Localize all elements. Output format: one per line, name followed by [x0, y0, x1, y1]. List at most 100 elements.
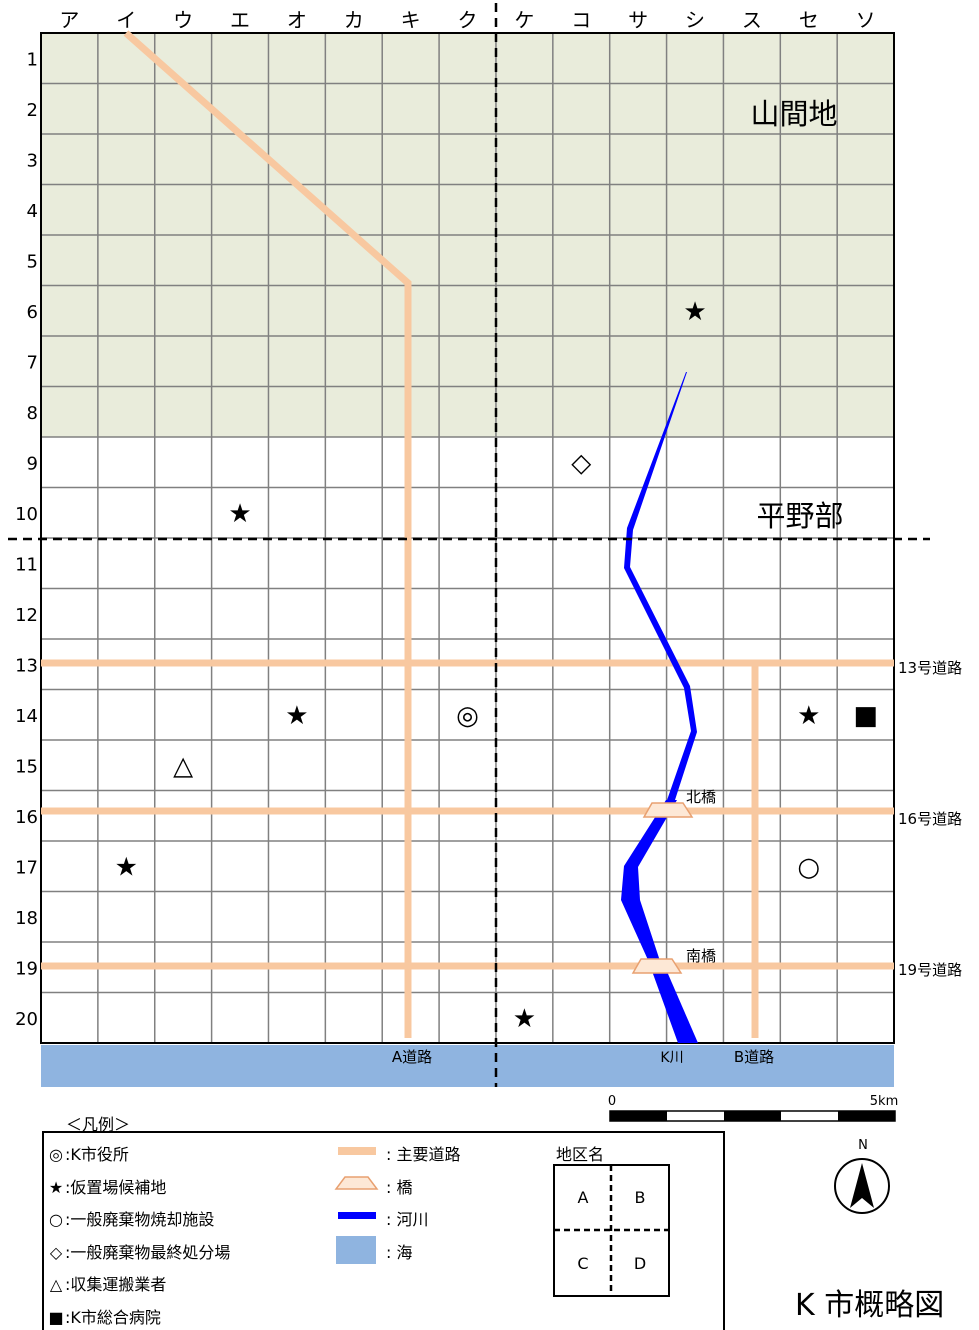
column-label: ケ	[514, 8, 534, 32]
north-bridge-label: 北橋	[686, 788, 716, 806]
legend-river-label: : 河川	[386, 1210, 429, 1229]
legend-label: 一般廃棄物焼却施設	[70, 1210, 215, 1229]
north-bridge	[642, 802, 694, 818]
b-road-label: B道路	[734, 1048, 774, 1066]
column-label: イ	[116, 8, 136, 32]
row-label: 5	[27, 251, 38, 272]
south-bridge	[631, 958, 683, 974]
column-label: ウ	[173, 8, 193, 32]
row-label: 12	[15, 605, 38, 626]
column-label: エ	[230, 8, 250, 32]
row-label: 11	[15, 554, 38, 575]
row-label: 1	[27, 49, 38, 70]
mountain-label: 山間地	[750, 97, 837, 131]
river-label: K川	[660, 1050, 683, 1066]
map-marker: ■	[853, 701, 878, 731]
legend-item: ■:K市総合病院	[48, 1308, 161, 1327]
map-marker: △	[173, 751, 193, 781]
map-marker: ◇	[571, 448, 591, 478]
district-b: B	[634, 1188, 646, 1207]
column-label: ス	[742, 8, 762, 32]
k-river	[621, 372, 698, 1043]
legend-item: ★:仮置場候補地	[48, 1178, 167, 1197]
row-label: 19	[15, 958, 38, 979]
legend-item: ◎:K市役所	[47, 1141, 129, 1165]
row-label: 13	[15, 655, 38, 676]
map-marker: ○	[797, 852, 820, 882]
road-16-label: 16号道路	[898, 810, 962, 828]
map-marker: ★	[228, 499, 251, 529]
north-label: N	[858, 1138, 868, 1153]
legend-symbol: ■	[48, 1308, 64, 1327]
column-label: コ	[571, 8, 591, 32]
sea	[41, 1045, 894, 1087]
plain-label: 平野部	[756, 499, 843, 533]
map-marker: ★	[285, 701, 308, 731]
row-label: 20	[15, 1009, 38, 1030]
north-arrow-icon: N	[834, 1138, 890, 1214]
row-label: 17	[15, 857, 38, 878]
road-19-label: 19号道路	[898, 961, 962, 979]
column-label: セ	[799, 8, 819, 32]
map-marker: ◎	[456, 701, 479, 731]
map-title: K 市概略図	[795, 1288, 945, 1323]
map-markers: ★ ◇ ★ ★ ◎ ★ ■ △ ★ ○ ★	[115, 297, 878, 1034]
legend-road-label: : 主要道路	[386, 1145, 461, 1164]
legend-sea-label: : 海	[386, 1243, 413, 1262]
legend-river-sample	[338, 1212, 376, 1219]
row-label: 15	[15, 756, 38, 777]
column-label: カ	[344, 8, 364, 32]
map-marker: ★	[683, 297, 706, 327]
row-label: 18	[15, 908, 38, 929]
district-title: 地区名	[556, 1145, 605, 1164]
legend-bridge-sample	[334, 1176, 379, 1190]
row-label: 3	[27, 150, 38, 171]
legend-symbol: ○	[49, 1210, 63, 1229]
column-label: ア	[59, 8, 79, 32]
scale-max: 5km	[870, 1094, 898, 1109]
legend-item: ◇:一般廃棄物最終処分場	[47, 1239, 231, 1263]
column-label: ク	[458, 8, 478, 32]
legend-heading: ＜凡例＞	[66, 1115, 131, 1134]
legend-label: K市総合病院	[70, 1308, 161, 1327]
row-label: 16	[15, 807, 38, 828]
row-label: 10	[15, 504, 38, 525]
legend-road-sample	[338, 1147, 376, 1155]
legend-bridge-label: : 橋	[386, 1178, 413, 1197]
legend-sea-sample	[336, 1236, 376, 1264]
row-label: 14	[15, 706, 38, 727]
row-label: 2	[27, 100, 38, 121]
row-label: 8	[27, 403, 38, 424]
road-13-label: 13号道路	[898, 659, 962, 677]
map-marker: ★	[513, 1004, 536, 1034]
legend-symbol: ◇	[49, 1243, 63, 1262]
column-label: キ	[401, 8, 421, 32]
column-label: オ	[287, 8, 307, 32]
district-c: C	[577, 1254, 589, 1273]
main-roads	[41, 30, 894, 1038]
scale-bar: 0 5km	[608, 1094, 898, 1122]
row-label: 4	[27, 201, 38, 222]
south-bridge-label: 南橋	[686, 947, 716, 965]
legend-symbol: ◎	[49, 1145, 63, 1164]
column-label: サ	[628, 8, 648, 32]
legend-label: 仮置場候補地	[70, 1178, 167, 1197]
a-road	[123, 30, 412, 1038]
legend-label: K市役所	[70, 1145, 129, 1164]
legend-label: 収集運搬業者	[70, 1275, 167, 1294]
district-a: A	[577, 1188, 589, 1207]
legend-item: ○:一般廃棄物焼却施設	[47, 1206, 214, 1230]
legend-frame	[42, 1131, 725, 1330]
legend-symbol: △	[49, 1275, 63, 1294]
row-label: 6	[27, 302, 38, 323]
legend-label: 一般廃棄物最終処分場	[70, 1243, 231, 1262]
column-label: シ	[685, 8, 705, 32]
legend-item: △:収集運搬業者	[47, 1271, 167, 1295]
row-label: 7	[27, 352, 38, 373]
map-marker: ★	[797, 701, 820, 731]
row-label: 9	[27, 453, 38, 474]
a-road-label: A道路	[392, 1048, 432, 1066]
map-marker: ★	[115, 852, 138, 882]
